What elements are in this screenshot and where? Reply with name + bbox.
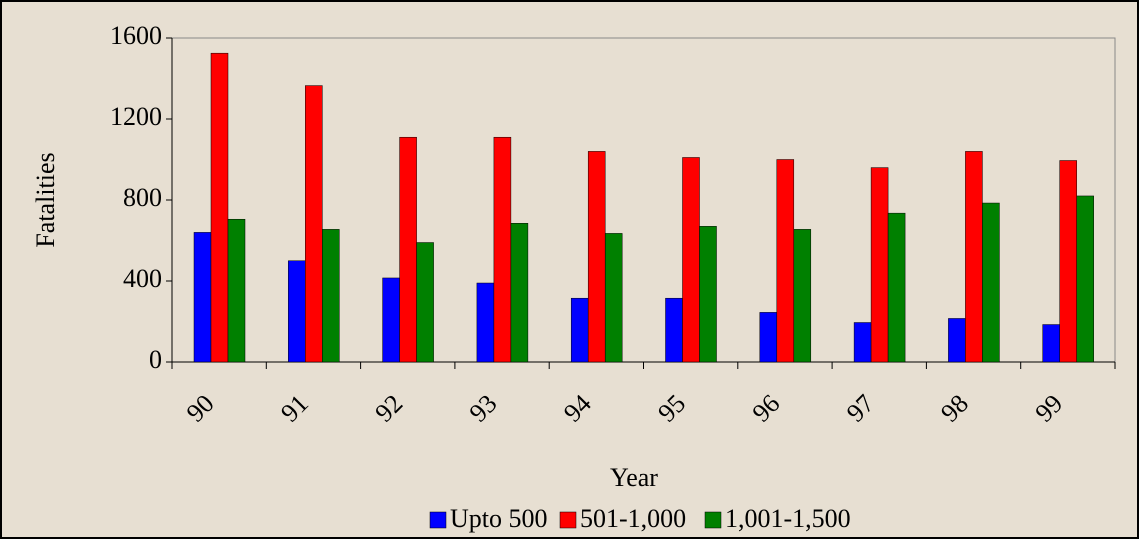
- y-tick-label: 400: [123, 264, 162, 293]
- bar: [399, 136, 417, 363]
- bar: [965, 151, 983, 363]
- legend-label: 1,001-1,500: [725, 504, 851, 533]
- bar: [476, 282, 495, 363]
- bar: [665, 297, 683, 363]
- bar: [887, 212, 906, 363]
- y-tick-label: 0: [149, 345, 162, 374]
- y-tick-label: 1200: [110, 102, 162, 131]
- bar: [699, 226, 717, 363]
- legend-label: Upto 500: [450, 504, 548, 533]
- bar: [322, 229, 340, 363]
- bar: [759, 312, 778, 363]
- bar: [193, 232, 212, 363]
- bar: [948, 318, 966, 363]
- legend-swatch: [429, 511, 447, 529]
- bar: [570, 297, 589, 363]
- bar: [1076, 195, 1094, 363]
- legend-label: 501-1,000: [580, 504, 686, 533]
- bar: [870, 167, 889, 363]
- bar: [587, 151, 606, 363]
- bar: [853, 322, 872, 363]
- y-tick-label: 800: [123, 183, 162, 212]
- bar: [776, 159, 795, 363]
- bar: [604, 233, 623, 363]
- y-axis-title: Fatalities: [31, 152, 60, 247]
- legend-swatch: [704, 511, 722, 529]
- bar: [227, 218, 246, 363]
- bar: [1059, 160, 1077, 363]
- bar: [793, 229, 812, 363]
- bar: [1042, 324, 1060, 363]
- bar: [416, 242, 434, 363]
- y-tick-label: 1600: [110, 21, 162, 50]
- bar: [510, 223, 529, 363]
- legend-swatch: [559, 511, 577, 529]
- bar: [982, 202, 1000, 363]
- bar: [493, 136, 512, 363]
- bar: [210, 52, 229, 363]
- bar: [288, 260, 306, 363]
- bar: [382, 277, 400, 363]
- bar: [682, 157, 700, 363]
- x-axis-title: Year: [610, 463, 658, 492]
- bar: [305, 85, 323, 363]
